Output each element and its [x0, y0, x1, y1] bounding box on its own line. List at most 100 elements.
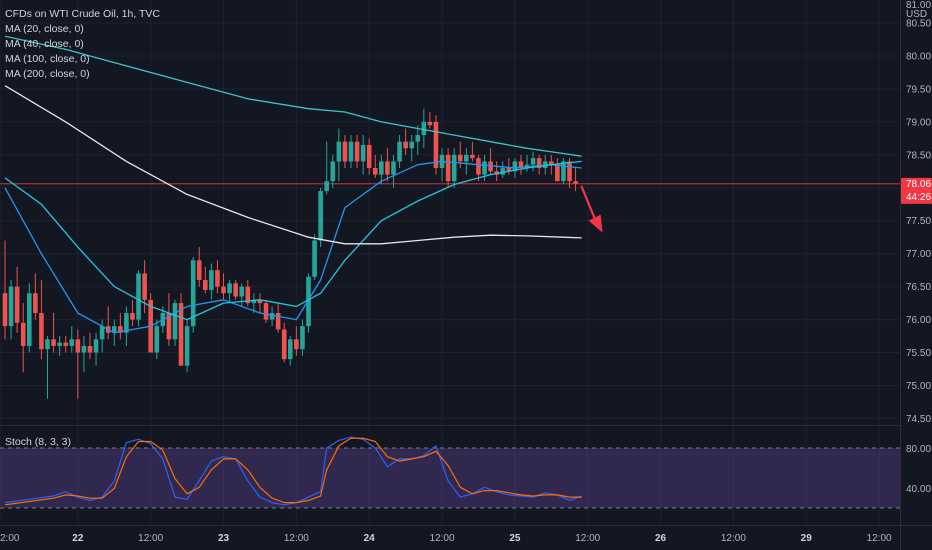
candle-body — [245, 286, 251, 304]
stoch-tick-label: 40.00 — [906, 484, 931, 495]
candle-body — [33, 293, 38, 313]
time-tick-label: 24 — [364, 533, 376, 544]
price-tick-label: 78.50 — [906, 150, 931, 161]
price-tick-label: 76.00 — [906, 315, 931, 326]
price-tick-label: 75.50 — [906, 348, 931, 359]
candle-body — [136, 273, 141, 320]
price-tick-label: 75.00 — [906, 381, 931, 392]
price-tick-label: 80.50 — [906, 19, 931, 30]
candle-body — [348, 141, 354, 162]
currency-label: USD — [906, 9, 927, 20]
candle-body — [354, 141, 360, 162]
time-tick-label: 23 — [218, 533, 230, 544]
candle-body — [99, 326, 105, 340]
ma-line-1 — [4, 160, 582, 321]
chart-title[interactable]: CFDs on WTI Crude Oil, 1h, TVC — [5, 8, 161, 20]
ma-line-3 — [4, 85, 582, 245]
candle-body — [20, 322, 26, 346]
price-tick-label: 74.50 — [906, 414, 931, 425]
stoch-indicator-label[interactable]: Stoch (8, 3, 3) — [5, 436, 71, 448]
price-tick-label: 79.00 — [906, 117, 931, 128]
candle-body — [184, 326, 190, 366]
stoch-k-line — [4, 436, 582, 506]
candle-body — [464, 154, 469, 162]
candle-body — [457, 154, 463, 162]
time-tick-label: 12:00 — [430, 533, 455, 544]
candle-body — [14, 286, 20, 323]
indicator-ma100[interactable]: MA (100, close, 0) — [5, 53, 90, 65]
candle-body — [263, 303, 269, 320]
price-tick-label: 77.50 — [906, 216, 931, 227]
candle-body — [130, 312, 135, 320]
candle-body — [233, 283, 238, 297]
candle-body — [300, 326, 305, 350]
time-tick-label: 12:00 — [867, 533, 892, 544]
candle-body — [275, 312, 281, 330]
candle-body — [57, 342, 62, 346]
time-tick-label: 12:00 — [575, 533, 600, 544]
forecast-arrow-icon — [580, 185, 603, 233]
chart-legend: CFDs on WTI Crude Oil, 1h, TVC MA (20, c… — [5, 7, 160, 82]
candle-body — [227, 283, 232, 294]
candle-body — [421, 121, 427, 136]
candle-body — [269, 312, 275, 320]
candle-body — [409, 141, 414, 149]
candle-body — [318, 191, 323, 241]
candle-body — [312, 240, 317, 277]
candle-body — [39, 312, 44, 350]
candle-body — [178, 303, 184, 366]
candle-body — [512, 161, 518, 172]
time-tick-label: 26 — [655, 533, 667, 544]
candle-body — [215, 270, 220, 287]
candle-body — [69, 339, 75, 346]
candle-body — [451, 154, 457, 182]
time-tick-label: 25 — [509, 533, 521, 544]
time-axis[interactable]: 2:00 22 12:00 23 12:00 24 12:00 25 12:00 26 12:00 2… — [0, 533, 892, 544]
price-axis[interactable]: 80.5080.0079.5079.0078.5078.0077.5077.00… — [906, 19, 931, 425]
candle-body — [530, 158, 536, 165]
candle-body — [403, 141, 408, 149]
candle-body — [63, 342, 68, 346]
candle-body — [124, 312, 129, 333]
candle-body — [239, 286, 245, 297]
time-tick-label: 2:00 — [0, 533, 20, 544]
candle-body — [190, 260, 196, 327]
candle-body — [172, 303, 178, 340]
candle-body — [506, 168, 512, 172]
candle-body — [561, 161, 566, 182]
stoch-axis: 80.00 40.00 — [906, 444, 931, 495]
price-tick-label: 80.00 — [906, 52, 931, 63]
stoch-tick-label: 80.00 — [906, 444, 931, 455]
price-tick-label: 79.50 — [906, 84, 931, 95]
candle-body — [287, 339, 293, 360]
time-tick-label: 12:00 — [721, 533, 746, 544]
candle-body — [306, 276, 311, 327]
candle-body — [391, 161, 396, 175]
candle-body — [294, 339, 299, 350]
candle-body — [360, 144, 366, 162]
candle-body — [142, 273, 147, 300]
candle-body — [154, 326, 160, 353]
indicator-ma40[interactable]: MA (40, close, 0) — [5, 38, 84, 50]
stoch-d-line — [4, 437, 582, 506]
ma-line-0 — [4, 160, 582, 334]
candle-body — [324, 181, 330, 192]
time-tick-label: 12:00 — [138, 533, 163, 544]
candle-body — [427, 121, 433, 126]
indicator-ma200[interactable]: MA (200, close, 0) — [5, 68, 90, 80]
candle-body — [281, 329, 287, 360]
candle-body — [221, 286, 226, 294]
stoch-band — [0, 448, 900, 509]
candle-body — [75, 339, 81, 353]
candle-body — [567, 161, 572, 182]
candle-body — [385, 161, 390, 175]
candle-body — [81, 345, 87, 353]
stochastic-pane — [0, 425, 900, 509]
candle-body — [372, 168, 378, 175]
candle-body — [93, 339, 99, 353]
indicator-ma20[interactable]: MA (20, close, 0) — [5, 23, 84, 35]
candle-body — [500, 168, 506, 175]
price-tick-label: 77.00 — [906, 249, 931, 260]
